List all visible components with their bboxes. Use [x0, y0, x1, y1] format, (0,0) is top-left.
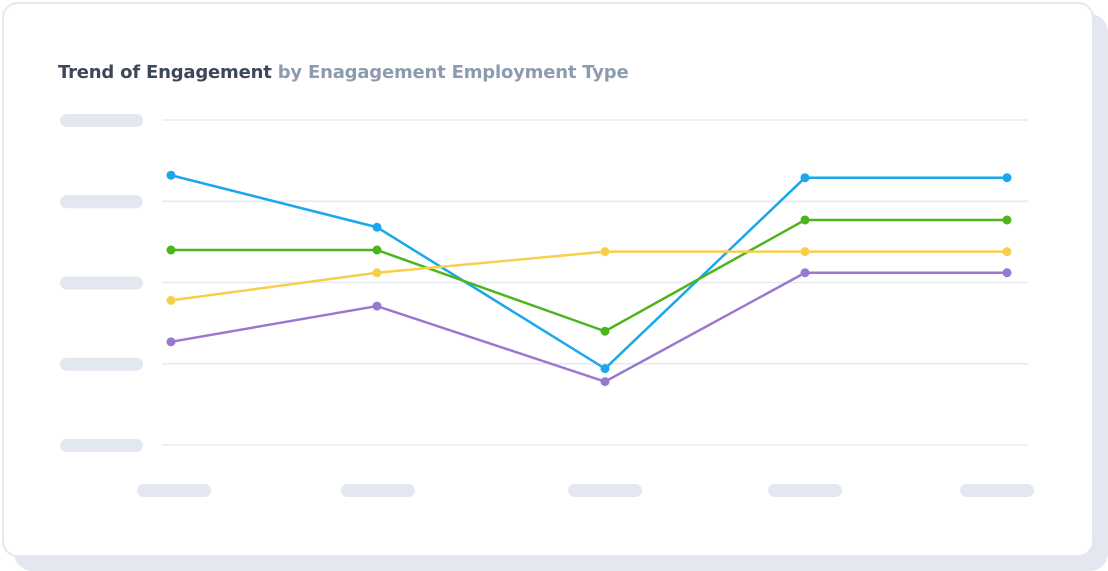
- data-point: [1002, 268, 1012, 278]
- data-point: [800, 268, 810, 278]
- y-tick-label-placeholder: [60, 439, 143, 452]
- series-line-2: [170, 250, 1007, 302]
- data-point: [1002, 215, 1012, 225]
- series-line-3: [170, 271, 1007, 383]
- data-point: [166, 337, 176, 347]
- y-tick-label-placeholder: [60, 114, 143, 127]
- data-point: [372, 245, 382, 255]
- data-point: [1002, 247, 1012, 257]
- data-point: [600, 377, 610, 387]
- chart-title: Trend of Engagement by Enagagement Emplo…: [58, 62, 629, 83]
- data-point: [372, 268, 382, 278]
- data-point: [800, 215, 810, 225]
- data-point: [600, 326, 610, 336]
- data-point: [166, 295, 176, 305]
- data-point: [800, 173, 810, 183]
- data-point: [600, 247, 610, 257]
- data-point: [372, 222, 382, 232]
- series-line-1: [171, 218, 1007, 333]
- data-point: [372, 301, 382, 311]
- chart-title-main: Trend of Engagement: [58, 62, 272, 83]
- y-tick-label-placeholder: [60, 357, 143, 371]
- chart-subtitle: by Enagagement Employment Type: [277, 62, 629, 83]
- y-tick-label-placeholder: [60, 276, 143, 290]
- y-tick-label-placeholder: [60, 195, 143, 209]
- x-tick-label-placeholder: [341, 484, 415, 497]
- data-point: [166, 170, 176, 180]
- data-point: [800, 247, 810, 257]
- data-point: [1002, 173, 1012, 183]
- x-tick-label-placeholder: [960, 484, 1034, 497]
- chart-card: [2, 2, 1094, 557]
- data-point: [166, 245, 176, 255]
- data-point: [600, 364, 610, 374]
- x-tick-label-placeholder: [568, 484, 642, 497]
- x-tick-label-placeholder: [137, 484, 211, 497]
- x-tick-label-placeholder: [768, 484, 842, 497]
